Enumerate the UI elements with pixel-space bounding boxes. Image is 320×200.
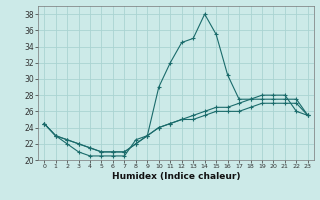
X-axis label: Humidex (Indice chaleur): Humidex (Indice chaleur) (112, 172, 240, 181)
